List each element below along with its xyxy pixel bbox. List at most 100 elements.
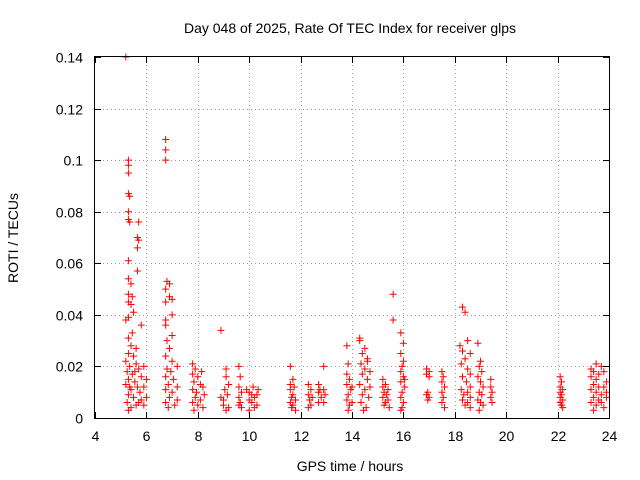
data-point (306, 396, 314, 404)
data-point (128, 329, 136, 337)
data-point (135, 218, 143, 226)
data-point (595, 370, 603, 378)
data-point (304, 391, 312, 399)
data-point (124, 257, 132, 265)
data-point (162, 352, 170, 360)
data-point (237, 388, 245, 396)
data-point (124, 275, 132, 283)
data-point (592, 388, 600, 396)
data-point (124, 334, 132, 342)
data-point (249, 383, 257, 391)
data-point (235, 362, 243, 370)
data-point (199, 404, 207, 412)
data-point (137, 321, 145, 329)
data-point (317, 393, 325, 401)
data-point (343, 342, 351, 350)
data-point (130, 352, 138, 360)
x-tick-label: 16 (396, 428, 412, 444)
data-point (397, 329, 405, 337)
data-point (385, 404, 393, 412)
data-point (320, 362, 328, 370)
data-point (286, 362, 294, 370)
data-point (441, 383, 449, 391)
data-point (133, 383, 141, 391)
data-point (135, 399, 143, 407)
data-point (343, 396, 351, 404)
data-point (199, 383, 207, 391)
data-point (587, 399, 595, 407)
data-point (360, 406, 368, 414)
data-point (222, 365, 230, 373)
data-point (217, 326, 225, 334)
data-point (597, 399, 605, 407)
data-point (198, 368, 206, 376)
data-point (383, 391, 391, 399)
data-point (291, 396, 299, 404)
data-point (438, 388, 446, 396)
y-tick-label: 0.04 (56, 308, 83, 324)
x-tick-label: 10 (242, 428, 258, 444)
data-point (590, 380, 598, 388)
x-tick-label: 20 (499, 428, 515, 444)
data-point (466, 404, 474, 412)
data-point (461, 308, 469, 316)
data-point (379, 393, 387, 401)
y-tick-label: 0.14 (56, 50, 83, 66)
data-point (590, 406, 598, 414)
data-point (130, 393, 138, 401)
data-point (600, 404, 608, 412)
data-point (166, 344, 174, 352)
data-point (135, 365, 143, 373)
data-point (344, 391, 352, 399)
data-point (399, 357, 407, 365)
data-point (173, 362, 181, 370)
data-point (559, 404, 567, 412)
data-point (345, 375, 353, 383)
data-point (290, 383, 298, 391)
data-point (127, 301, 135, 309)
data-point (222, 373, 230, 381)
data-point (358, 350, 366, 358)
data-point (600, 368, 608, 376)
data-point (464, 388, 472, 396)
data-point (163, 365, 171, 373)
data-point (487, 375, 495, 383)
data-point (358, 370, 366, 378)
data-point (194, 401, 202, 409)
data-point (289, 375, 297, 383)
data-point (461, 401, 469, 409)
data-point (168, 357, 176, 365)
data-point (173, 396, 181, 404)
data-point (248, 399, 256, 407)
data-point (556, 373, 564, 381)
data-point (357, 360, 365, 368)
data-point (171, 401, 179, 409)
data-point (168, 311, 176, 319)
data-point (602, 378, 610, 386)
data-point (366, 383, 374, 391)
data-point (124, 375, 132, 383)
data-point (124, 208, 132, 216)
data-point (140, 401, 148, 409)
data-point (356, 380, 364, 388)
data-point (479, 383, 487, 391)
data-point (320, 399, 328, 407)
data-point (162, 321, 170, 329)
data-point (194, 373, 202, 381)
data-point (389, 316, 397, 324)
y-tick-label: 0.12 (56, 102, 83, 118)
data-point (397, 350, 405, 358)
data-point (592, 401, 600, 409)
data-point (254, 386, 262, 394)
data-point (162, 156, 170, 164)
data-point (222, 406, 230, 414)
data-point (343, 370, 351, 378)
data-point (168, 331, 176, 339)
y-tick-label: 0.1 (64, 153, 84, 169)
data-point (304, 404, 312, 412)
x-tick-label: 8 (195, 428, 203, 444)
data-point (399, 339, 407, 347)
data-point (397, 393, 405, 401)
data-point (253, 391, 261, 399)
